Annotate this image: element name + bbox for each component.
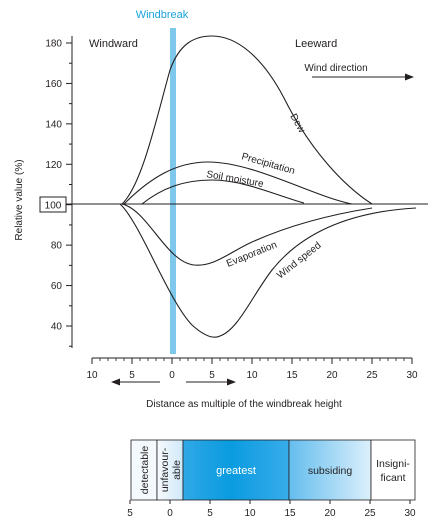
dew-curve xyxy=(121,35,373,205)
baseline-label-box xyxy=(39,196,67,213)
zone-label-unfavourable-2: able xyxy=(171,460,183,480)
x-tick-label: 20 xyxy=(326,370,338,381)
x-tick-label: 5 xyxy=(209,370,215,381)
y-axis-ticks: 180 160 140 120 80 60 40 xyxy=(45,39,72,347)
zone-label-unfavourable-1: unfavour- xyxy=(159,447,171,492)
zone-tick-label: 0 xyxy=(167,508,173,519)
zone-subsiding xyxy=(288,439,372,501)
zone-tick-label: 30 xyxy=(404,508,416,519)
windbreak-bar xyxy=(170,28,176,354)
y-tick-label: 120 xyxy=(45,160,62,171)
x-tick-label: 25 xyxy=(366,370,378,381)
y-tick-label: 80 xyxy=(51,241,63,252)
precipitation-curve xyxy=(123,161,353,205)
zone-insignificant xyxy=(370,439,416,501)
zone-label-insignificant-1: Insigni- xyxy=(376,458,410,470)
leeward-label: Leeward xyxy=(295,38,337,50)
zone-scale-ticks: 5 0 5 10 15 20 25 30 xyxy=(127,500,416,519)
y-tick-label: 60 xyxy=(51,281,63,292)
wind-speed-curve xyxy=(119,203,417,338)
x-tick-label: 0 xyxy=(169,370,175,381)
windward-distance-arrow xyxy=(111,378,160,386)
zone-label-greatest: greatest xyxy=(216,465,256,477)
wind-direction-arrow xyxy=(312,73,414,81)
evaporation-curve xyxy=(121,203,373,266)
x-axis-label: Distance as multiple of the windbreak he… xyxy=(146,399,342,410)
soil-moisture-label: Soil moisture xyxy=(205,169,264,190)
x-tick-label: 15 xyxy=(286,370,298,381)
precipitation-label: Precipitation xyxy=(240,151,296,177)
zone-label-subsiding: subsiding xyxy=(308,465,353,477)
x-tick-label: 30 xyxy=(406,370,418,381)
effect-zone-bar: detectable unfavour- able greatest subsi… xyxy=(130,439,416,501)
x-axis-ticks: 10 5 0 5 10 15 20 25 30 xyxy=(86,358,418,381)
zone-tick-label: 10 xyxy=(244,508,256,519)
wind-speed-label: Wind speed xyxy=(275,240,323,281)
y-tick-label: 160 xyxy=(45,79,62,90)
zone-detectable xyxy=(130,439,158,501)
zone-tick-label: 25 xyxy=(364,508,376,519)
y-tick-label: 40 xyxy=(51,322,63,333)
y-axis-label: Relative value (%) xyxy=(14,159,25,240)
zone-label-insignificant-2: ficant xyxy=(380,472,405,484)
zone-tick-label: 5 xyxy=(127,508,133,519)
soil-moisture-curve xyxy=(141,179,305,205)
x-tick-label: 5 xyxy=(129,370,135,381)
zone-label-detectable: detectable xyxy=(139,446,151,495)
dew-label: Dew xyxy=(287,112,307,135)
windward-label: Windward xyxy=(89,38,138,50)
zone-greatest xyxy=(182,439,290,501)
x-tick-label: 10 xyxy=(246,370,258,381)
evaporation-label: Evaporation xyxy=(225,240,279,270)
zone-tick-label: 20 xyxy=(324,508,336,519)
y-tick-label: 180 xyxy=(45,39,62,50)
windbreak-label: Windbreak xyxy=(136,9,189,21)
zone-tick-label: 15 xyxy=(284,508,296,519)
baseline-label: 100 xyxy=(45,201,62,212)
zone-tick-label: 5 xyxy=(207,508,213,519)
zone-unfavourable xyxy=(156,439,184,501)
wind-direction-label: Wind direction xyxy=(304,63,367,74)
x-tick-label: 10 xyxy=(86,370,98,381)
y-tick-label: 140 xyxy=(45,119,62,130)
leeward-distance-arrow xyxy=(186,378,236,386)
